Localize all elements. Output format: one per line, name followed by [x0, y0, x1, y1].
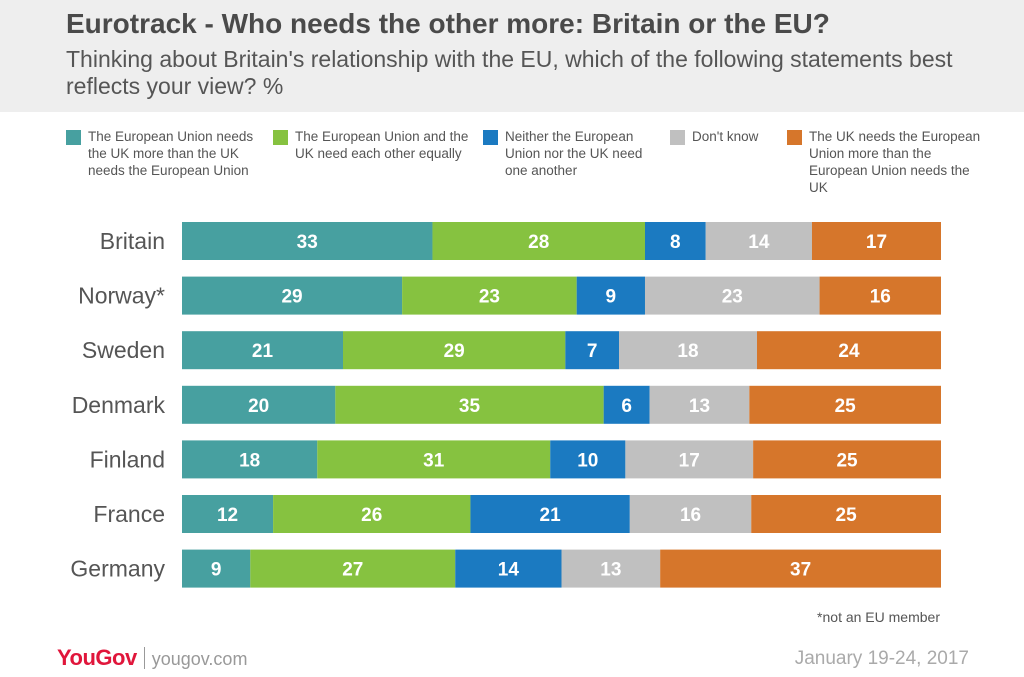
category-label: Sweden	[82, 337, 165, 363]
legend-label: Neither the European Union nor the UK ne…	[505, 129, 643, 178]
legend-swatch	[670, 130, 685, 145]
bar-segment	[182, 331, 343, 370]
data-label: 18	[239, 450, 260, 471]
bar-segment	[561, 549, 661, 588]
data-label: 14	[748, 232, 770, 253]
stacked-bar-chart: Britain 33 28 8 14 17 Norway* 29 23 9 23 16 Sweden 21…	[70, 222, 941, 588]
bar-segment	[550, 440, 626, 479]
data-label: 33	[297, 232, 318, 253]
bar-segment	[757, 331, 941, 370]
bar-segment	[250, 549, 456, 588]
yougov-logo: YouGov yougov.com	[57, 645, 247, 671]
bar-segment	[576, 276, 645, 315]
category-label: France	[93, 501, 165, 527]
bar-segment	[182, 495, 274, 533]
legend-label: The European Union needs the UK more tha…	[88, 129, 254, 178]
data-label: 26	[361, 505, 382, 526]
data-label: 10	[577, 450, 598, 471]
data-label: 13	[600, 560, 621, 581]
bar-segment	[273, 495, 471, 533]
category-label: Denmark	[72, 392, 166, 418]
category-label: Germany	[70, 556, 165, 582]
data-label: 31	[423, 450, 445, 471]
data-label: 24	[838, 341, 860, 362]
bar-segment	[660, 549, 941, 588]
category-label: Norway*	[78, 283, 165, 309]
chart-title: Eurotrack - Who needs the other more: Br…	[66, 8, 830, 39]
survey-date: January 19-24, 2017	[794, 648, 969, 669]
bar-segment	[402, 276, 577, 315]
bar-segment	[644, 276, 820, 315]
data-label: 23	[479, 287, 500, 308]
bar-segment	[470, 495, 630, 533]
bar-segment	[649, 385, 750, 424]
data-label: 16	[870, 287, 891, 308]
bar-segment	[629, 495, 752, 533]
data-label: 13	[689, 396, 710, 417]
data-label: 28	[528, 232, 549, 253]
legend-label: The UK needs the European Union more tha…	[809, 129, 981, 195]
legend-label: Don't know	[692, 129, 759, 144]
data-label: 21	[252, 341, 274, 362]
data-label: 16	[680, 505, 701, 526]
data-label: 29	[281, 287, 302, 308]
data-label: 25	[836, 505, 858, 526]
bar-segment	[565, 331, 619, 370]
legend-swatch	[483, 130, 498, 145]
data-label: 8	[670, 232, 681, 253]
data-label: 25	[835, 396, 857, 417]
bar-segment	[751, 495, 941, 533]
legend-swatch	[66, 130, 81, 145]
legend-swatch	[787, 130, 802, 145]
bar-segment	[182, 440, 318, 479]
bar-segment	[182, 385, 336, 424]
logo-divider	[143, 647, 145, 669]
bar-segment	[749, 385, 941, 424]
bar-segment	[625, 440, 754, 479]
data-label: 9	[606, 287, 617, 308]
bar-segment	[432, 222, 645, 260]
data-label: 37	[790, 560, 811, 581]
bar-segment	[811, 222, 941, 260]
bar-segment	[182, 222, 433, 260]
category-label: Finland	[90, 446, 165, 472]
bar-segment	[343, 331, 566, 370]
data-label: 17	[866, 232, 887, 253]
data-label: 6	[621, 396, 632, 417]
site-url: yougov.com	[151, 649, 248, 669]
data-label: 35	[459, 396, 481, 417]
data-label: 7	[587, 341, 598, 362]
legend-swatch	[273, 130, 288, 145]
data-label: 12	[217, 505, 238, 526]
data-label: 14	[498, 560, 520, 581]
bar-segment	[455, 549, 562, 588]
data-label: 25	[836, 450, 858, 471]
brand-name: YouGov	[57, 645, 137, 670]
bar-segment	[753, 440, 941, 479]
data-label: 18	[677, 341, 698, 362]
footnote: *not an EU member	[817, 609, 940, 625]
bar-segment	[705, 222, 812, 260]
data-label: 20	[248, 396, 269, 417]
category-label: Britain	[100, 228, 165, 254]
data-label: 9	[211, 560, 222, 581]
data-label: 29	[444, 341, 465, 362]
bar-segment	[182, 549, 251, 588]
data-label: 17	[679, 450, 700, 471]
header: Eurotrack - Who needs the other more: Br…	[0, 0, 1024, 112]
bar-segment	[619, 331, 757, 370]
data-label: 21	[540, 505, 562, 526]
data-label: 23	[722, 287, 743, 308]
data-label: 27	[342, 560, 363, 581]
bar-segment	[317, 440, 551, 479]
bar-segment	[819, 276, 941, 315]
bar-segment	[335, 385, 604, 424]
chart-subtitle: Thinking about Britain's relationship wi…	[66, 46, 953, 99]
legend-label: The European Union and the UK need each …	[295, 129, 469, 161]
bar-segment	[644, 222, 706, 260]
bar-segment	[182, 276, 403, 315]
bar-segment	[603, 385, 650, 424]
